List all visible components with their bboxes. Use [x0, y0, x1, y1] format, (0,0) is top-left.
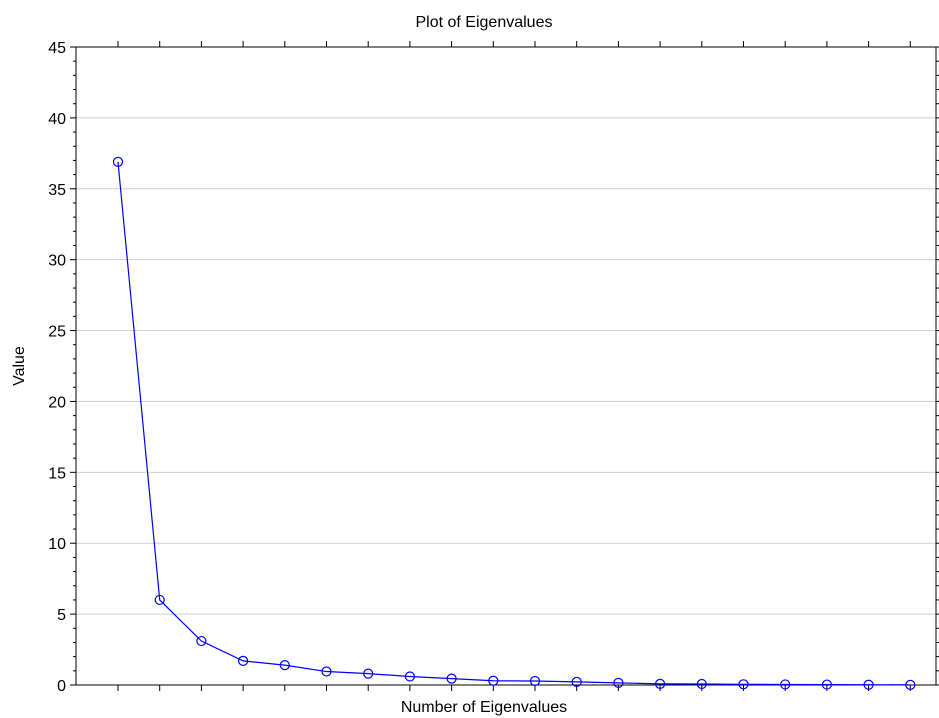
- data-point: [863, 679, 874, 690]
- data-point: [529, 675, 541, 687]
- y-tick-label: 40: [48, 111, 66, 128]
- data-point: [238, 655, 249, 666]
- data-point: [613, 677, 624, 688]
- plot-frame: [75, 46, 937, 686]
- data-point: [154, 594, 165, 606]
- data-point: [363, 668, 374, 679]
- data-series: [112, 156, 916, 690]
- y-axis: 0 5 10 15 20 25 30 35 40 45: [48, 40, 939, 695]
- y-tick-label: 15: [48, 465, 66, 482]
- y-tick-label: 20: [48, 394, 66, 411]
- data-point: [571, 676, 582, 687]
- data-point: [196, 635, 207, 647]
- data-point: [488, 675, 499, 686]
- data-point: [738, 679, 749, 690]
- data-point: [321, 666, 332, 677]
- y-tick-label: 45: [48, 40, 66, 57]
- grid-lines: [76, 117, 936, 615]
- data-point: [404, 671, 415, 682]
- x-axis: [117, 41, 911, 691]
- data-point: [654, 678, 666, 689]
- y-axis-label: Value: [11, 346, 28, 386]
- data-point: [821, 679, 833, 690]
- y-tick-label: 0: [57, 678, 66, 695]
- data-point: [279, 660, 290, 671]
- data-point: [446, 673, 457, 684]
- y-tick-label: 35: [48, 182, 66, 199]
- data-point: [112, 156, 124, 167]
- data-point: [696, 678, 707, 690]
- y-tick-label: 30: [48, 253, 66, 270]
- data-point: [780, 679, 791, 690]
- chart-title: Plot of Eigenvalues: [416, 14, 553, 31]
- y-tick-label: 5: [57, 607, 66, 624]
- series-line: [117, 161, 911, 686]
- y-tick-label: 25: [48, 324, 66, 341]
- x-axis-label: Number of Eigenvalues: [401, 699, 567, 716]
- data-point: [905, 679, 916, 690]
- y-tick-label: 10: [48, 536, 66, 553]
